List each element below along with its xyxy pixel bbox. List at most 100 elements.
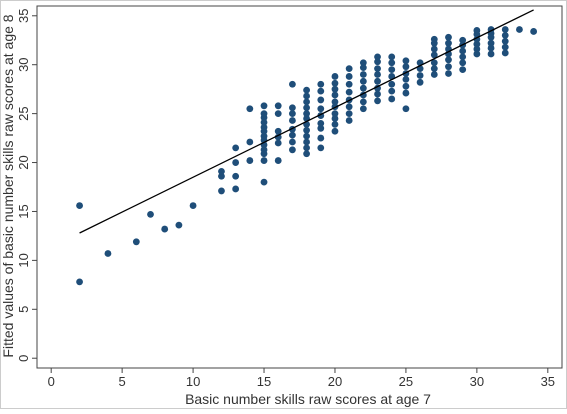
data-point [260,102,268,110]
data-point [530,28,538,35]
data-point [501,37,509,45]
y-tick-label: 35 [16,9,31,23]
data-point [317,105,325,113]
data-point [359,105,367,113]
data-point [516,26,523,33]
data-point [104,250,112,257]
data-point [459,53,467,61]
data-point [473,50,481,58]
data-point [260,178,268,186]
data-point [317,144,325,152]
data-point [359,98,367,106]
data-point [289,138,296,146]
y-tick-label: 10 [16,253,31,267]
data-point [359,59,367,67]
data-point [388,95,396,103]
data-point [303,98,310,106]
data-point [303,150,310,158]
data-point [289,110,296,118]
x-tick-label: 5 [119,374,126,389]
data-point [303,126,310,134]
data-point [289,117,296,124]
data-point [473,40,481,48]
data-point [388,66,396,73]
data-point [274,102,282,110]
data-point [359,84,367,92]
fit-line [79,9,534,234]
data-point [317,124,325,132]
data-point [303,138,310,146]
data-point [246,138,254,146]
data-point [331,115,339,122]
data-point [445,56,452,64]
data-point [260,123,268,131]
data-point [345,88,353,96]
data-point [487,44,495,52]
data-point [345,117,353,124]
data-point [260,132,268,140]
data-point [289,104,296,112]
data-point [189,202,197,209]
x-tick-label: 10 [186,374,200,389]
data-point [317,80,325,88]
data-point [374,84,381,92]
data-point [374,53,381,61]
data-point [345,65,353,73]
data-point [416,72,424,79]
data-point [501,31,509,39]
data-point [388,87,396,95]
data-point [430,51,438,59]
data-point [374,97,381,105]
data-point [289,80,296,88]
data-point [430,45,438,53]
data-point [345,103,353,111]
data-point [345,73,353,80]
axes: 0 5 10 15 20 25 30 35 0 5 10 15 20 25 30 35 [16,5,563,389]
fit-line-layer [79,9,534,234]
data-point [416,78,424,86]
data-point [303,104,310,112]
data-point [232,172,240,180]
data-point [232,159,240,166]
data-point [303,110,310,118]
y-axis-label: Fitted values of basic number skills raw… [0,14,16,357]
data-point [487,50,495,58]
data-point [487,39,495,47]
data-point [374,71,381,78]
data-point [317,96,325,104]
data-point [359,77,367,85]
data-point [274,139,282,147]
y-tick-label: 30 [16,57,31,71]
y-tick-label: 5 [16,306,31,313]
x-axis-label: Basic number skills raw scores at age 7 [185,391,431,407]
data-point [289,131,296,139]
data-point [303,132,310,140]
x-tick-label: 30 [470,374,484,389]
data-point [132,238,140,246]
y-tick-label: 20 [16,155,31,169]
data-point [331,110,339,118]
y-tick-label: 0 [16,355,31,362]
y-tick-label: 15 [16,204,31,218]
data-point [430,65,438,73]
data-point [402,105,410,113]
data-point [445,70,452,77]
data-point [359,71,367,78]
data-point [445,39,452,47]
data-point [445,63,452,71]
data-point [317,87,325,95]
data-point [345,110,353,118]
data-point [147,210,154,218]
data-point [218,172,225,180]
data-point [501,43,509,51]
data-point [260,119,268,126]
data-point [430,59,438,67]
x-tick-label: 25 [399,374,413,389]
data-point [459,47,467,55]
data-point [76,278,83,286]
data-point [246,105,254,113]
data-point [473,27,481,34]
y-tick-label: 25 [16,106,31,120]
